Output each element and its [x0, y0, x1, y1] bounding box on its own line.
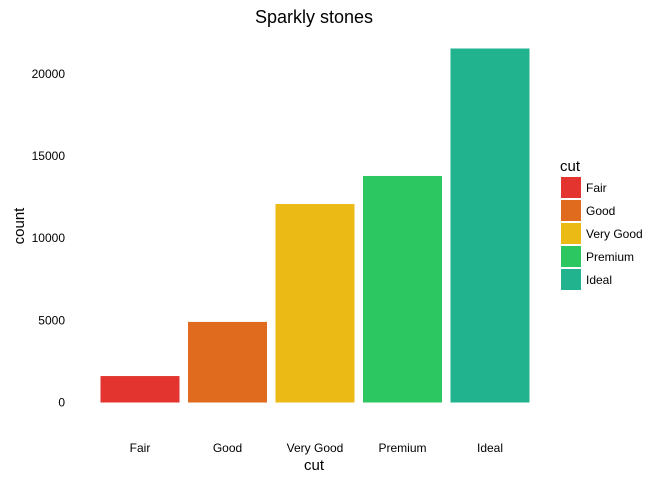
- x-tick-label: Good: [213, 441, 242, 455]
- x-tick-label: Very Good: [287, 441, 344, 455]
- y-tick-label: 10000: [32, 231, 66, 245]
- y-tick-label: 5000: [38, 313, 65, 327]
- bar-ideal: [450, 48, 530, 403]
- legend-swatch: [561, 177, 581, 198]
- bar-very-good: [275, 204, 355, 403]
- x-axis-label: cut: [304, 457, 325, 474]
- legend-items: Fair Good Very Good Premium Ideal: [561, 177, 643, 290]
- x-axis: Fair Good Very Good Premium Ideal: [130, 441, 503, 455]
- x-tick-label: Fair: [130, 441, 151, 455]
- bar-premium: [363, 175, 442, 403]
- legend-swatch: [561, 269, 581, 290]
- y-axis: 0 5000 10000 15000 20000: [32, 67, 66, 410]
- legend-swatch: [561, 223, 581, 244]
- legend-label: Good: [586, 204, 615, 218]
- legend: cut Fair Good Very Good Premium Ideal: [560, 158, 643, 290]
- legend-swatch: [561, 200, 581, 221]
- y-axis-label: count: [11, 207, 28, 245]
- legend-title: cut: [560, 158, 581, 175]
- y-tick-label: 15000: [32, 149, 66, 163]
- bars-group: [100, 48, 530, 403]
- bar-fair: [100, 376, 180, 403]
- y-tick-label: 0: [58, 396, 65, 410]
- legend-label: Fair: [586, 181, 607, 195]
- legend-label: Very Good: [586, 227, 643, 241]
- legend-label: Premium: [586, 250, 634, 264]
- bar-good: [188, 321, 267, 403]
- legend-swatch: [561, 246, 581, 267]
- x-tick-label: Ideal: [477, 441, 503, 455]
- y-tick-label: 20000: [32, 67, 66, 81]
- chart-title: Sparkly stones: [255, 7, 373, 27]
- legend-label: Ideal: [586, 273, 612, 287]
- x-tick-label: Premium: [378, 441, 426, 455]
